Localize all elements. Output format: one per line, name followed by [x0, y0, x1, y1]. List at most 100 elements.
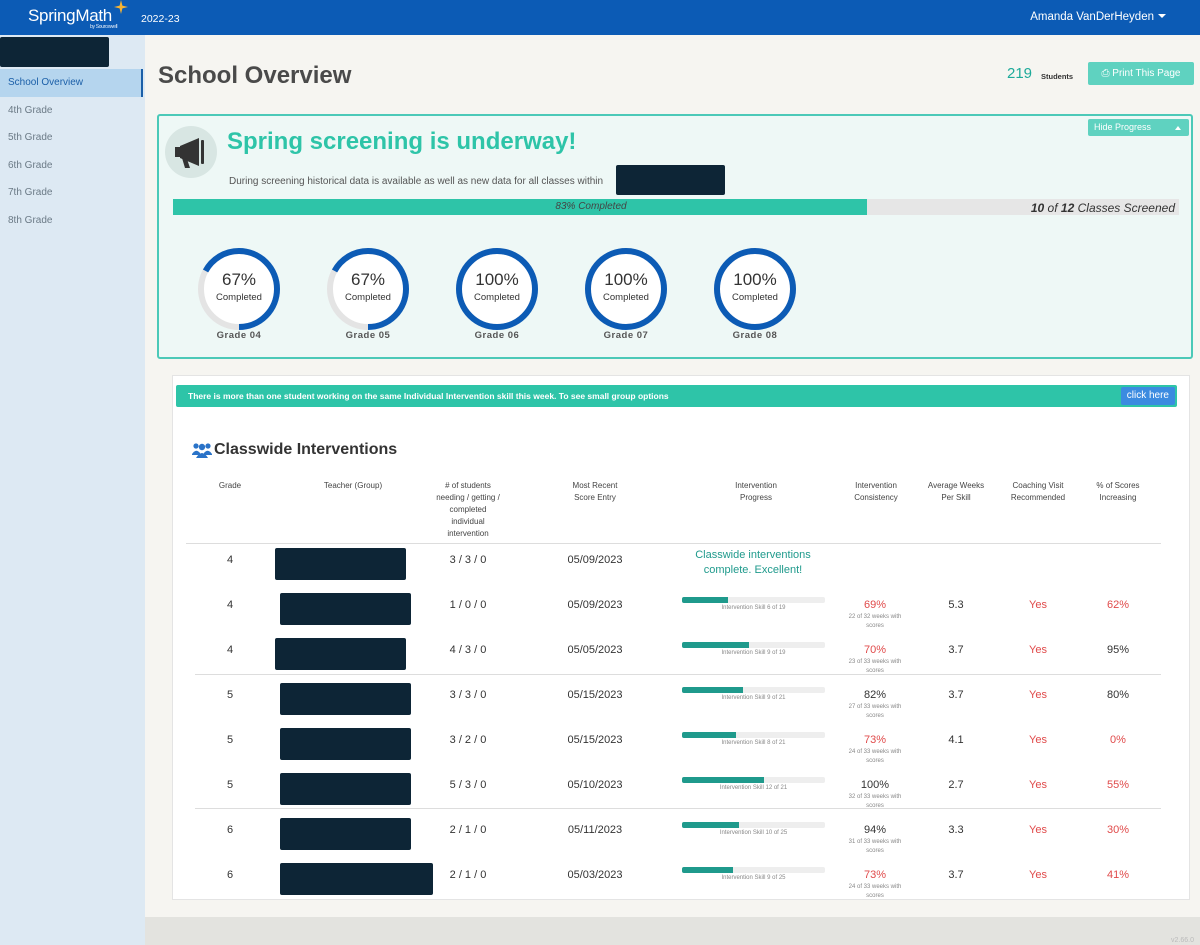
- recent-score-cell: 05/09/2023: [567, 599, 623, 611]
- click-here-button[interactable]: click here: [1120, 387, 1175, 405]
- grade-completion-label: Completed: [474, 292, 520, 303]
- school-year[interactable]: 2022-23: [141, 13, 180, 25]
- col-header-weeks: Average Weeks Per Skill: [927, 481, 985, 502]
- col-header-consistency: Intervention Consistency: [854, 481, 898, 502]
- hide-progress-label: Hide Progress: [1094, 122, 1152, 132]
- classwide-card: There is more than one student working o…: [172, 375, 1190, 900]
- table-row[interactable]: 5 5 / 3 / 0 05/10/2023 Intervention Skill 1…: [173, 773, 1191, 818]
- screening-title: Spring screening is underway!: [227, 128, 577, 155]
- teacher-redacted[interactable]: [280, 773, 411, 805]
- consistency-weeks: 24 of 33 weeks with scores: [848, 884, 902, 899]
- grade-label: Grade 04: [216, 330, 262, 341]
- scores-increasing-cell: 80%: [1106, 689, 1130, 701]
- intervention-skill-label: Intervention Skill 9 of 19: [721, 650, 786, 656]
- students-cell: 4 / 3 / 0: [449, 644, 487, 656]
- avg-weeks-cell: 2.7: [948, 779, 964, 791]
- consistency-weeks: 22 of 32 weeks with scores: [848, 614, 902, 629]
- teacher-redacted[interactable]: [275, 638, 406, 670]
- recent-score-cell: 05/15/2023: [567, 734, 623, 746]
- col-header-recent: Most Recent Score Entry: [572, 481, 618, 502]
- divider: [195, 808, 1161, 809]
- avg-weeks-cell: 5.3: [948, 599, 964, 611]
- brand-tagline: by Sourcewell: [90, 24, 118, 30]
- scores-increasing-cell: 41%: [1106, 869, 1130, 881]
- table-row[interactable]: 4 4 / 3 / 0 05/05/2023 Intervention Skill 9…: [173, 638, 1191, 683]
- grade-label: Grade 08: [732, 330, 778, 341]
- sidebar-item-8th-grade[interactable]: 8th Grade: [8, 215, 53, 226]
- grade-completion-circle: 100% Completed Grade 08: [710, 244, 800, 354]
- sidebar-item-7th-grade[interactable]: 7th Grade: [8, 187, 53, 198]
- col-header-progress: Intervention Progress: [735, 481, 777, 502]
- intervention-progress-bar: [682, 777, 825, 783]
- intervention-progress-bar: [682, 867, 825, 873]
- classes-screened: 10 of 12 Classes Screened: [1031, 201, 1175, 215]
- print-button[interactable]: ⎙ Print This Page: [1088, 62, 1194, 85]
- table-row[interactable]: 6 2 / 1 / 0 05/03/2023 Intervention Skill 9…: [173, 863, 1191, 908]
- table-row[interactable]: 4 3 / 3 / 0 05/09/2023 Classwide interventi…: [173, 548, 1191, 593]
- table-row[interactable]: 5 3 / 3 / 0 05/15/2023 Intervention Skill 9…: [173, 683, 1191, 728]
- sidebar-item-school-overview[interactable]: School Overview: [0, 69, 143, 97]
- classes-screened-done: 10: [1030, 201, 1045, 215]
- teacher-redacted[interactable]: [275, 548, 406, 580]
- recent-score-cell: 05/10/2023: [567, 779, 623, 791]
- page-title: School Overview: [158, 62, 352, 89]
- divider: [186, 543, 1161, 544]
- coaching-cell: Yes: [1029, 599, 1047, 611]
- grade-cell: 5: [226, 779, 234, 791]
- table-row[interactable]: 6 2 / 1 / 0 05/11/2023 Intervention Skill 1…: [173, 818, 1191, 863]
- sidebar-item-5th-grade[interactable]: 5th Grade: [8, 132, 53, 143]
- consistency-weeks: 23 of 33 weeks with scores: [848, 659, 902, 674]
- avg-weeks-cell: 3.7: [948, 644, 964, 656]
- intervention-progress-fill: [682, 687, 744, 693]
- brand-logo[interactable]: SpringMath by Sourcewell: [28, 6, 118, 30]
- screening-panel: Spring screening is underway! During scr…: [157, 114, 1193, 359]
- scores-increasing-cell: 0%: [1110, 734, 1126, 746]
- col-header-scores: % of Scores Increasing: [1096, 481, 1140, 502]
- consistency-pct: 70%: [863, 644, 887, 656]
- screening-progress-text: 83% Completed: [555, 201, 627, 212]
- teacher-redacted[interactable]: [280, 818, 411, 850]
- grade-completion-circle: 100% Completed Grade 07: [581, 244, 671, 354]
- students-cell: 1 / 0 / 0: [449, 599, 487, 611]
- megaphone-icon: [165, 126, 217, 178]
- screening-progress-bar: 83% Completed: [173, 199, 1179, 215]
- intervention-skill-label: Intervention Skill 8 of 21: [721, 740, 786, 746]
- grade-cell: 6: [226, 869, 234, 881]
- user-menu[interactable]: Amanda VanDerHeyden: [1030, 11, 1166, 23]
- intervention-skill-label: Intervention Skill 12 of 21: [719, 785, 788, 791]
- grade-completion-pct: 100%: [475, 270, 519, 289]
- grade-completion-circle: 67% Completed Grade 04: [194, 244, 284, 354]
- coaching-cell: Yes: [1029, 779, 1047, 791]
- teacher-redacted[interactable]: [280, 863, 433, 895]
- sidebar-item-6th-grade[interactable]: 6th Grade: [8, 160, 53, 171]
- school-name-redacted: [0, 37, 109, 67]
- progress-ring: [198, 248, 280, 330]
- classes-screened-of: of: [1047, 201, 1058, 215]
- intervention-progress-fill: [682, 822, 740, 828]
- sidebar-item-4th-grade[interactable]: 4th Grade: [8, 105, 53, 116]
- teacher-redacted[interactable]: [280, 728, 411, 760]
- students-cell: 2 / 1 / 0: [449, 869, 487, 881]
- scores-increasing-cell: 62%: [1106, 599, 1130, 611]
- chevron-up-icon: [1175, 126, 1181, 130]
- grade-cell: 4: [226, 644, 234, 656]
- grade-completion-label: Completed: [732, 292, 778, 303]
- intervention-skill-label: Intervention Skill 10 of 25: [719, 830, 788, 836]
- col-header-students: # of students needing / getting / comple…: [436, 481, 500, 538]
- consistency-weeks: 24 of 33 weeks with scores: [848, 749, 902, 764]
- avg-weeks-cell: 3.7: [948, 869, 964, 881]
- grade-completion-label: Completed: [216, 292, 262, 303]
- coaching-cell: Yes: [1029, 824, 1047, 836]
- hide-progress-button[interactable]: Hide Progress: [1088, 119, 1189, 136]
- teacher-redacted[interactable]: [280, 593, 411, 625]
- intervention-skill-label: Intervention Skill 6 of 19: [721, 605, 786, 611]
- top-navbar: SpringMath by Sourcewell 2022-23 Amanda …: [0, 0, 1200, 35]
- teacher-redacted[interactable]: [280, 683, 411, 715]
- screening-progress-fill: [173, 199, 867, 215]
- brand-name: SpringMath: [28, 6, 112, 25]
- table-row[interactable]: 5 3 / 2 / 0 05/15/2023 Intervention Skill 8…: [173, 728, 1191, 773]
- chevron-down-icon: [1158, 14, 1166, 18]
- col-header-coaching: Coaching Visit Recommended: [1010, 481, 1066, 502]
- grade-completion-label: Completed: [603, 292, 649, 303]
- table-row[interactable]: 4 1 / 0 / 0 05/09/2023 Intervention Skill 6…: [173, 593, 1191, 638]
